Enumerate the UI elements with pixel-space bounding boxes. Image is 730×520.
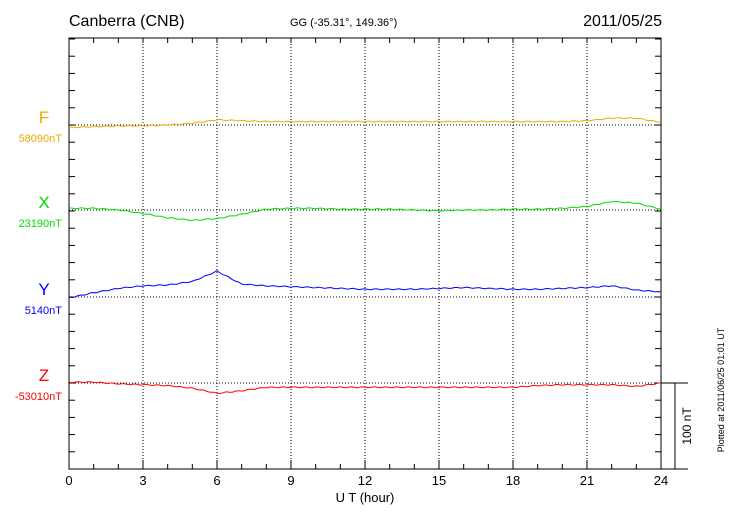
chart-subtitle: GG (-35.31°, 149.36°) — [290, 17, 397, 29]
x-tick-label: 3 — [139, 473, 146, 488]
x-tick-label: 9 — [287, 473, 294, 488]
x-axis-label: U T (hour) — [336, 490, 395, 505]
x-tick-label: 15 — [432, 473, 446, 488]
plotted-at-footer: Plotted at 2011/06/25 01:01 UT — [716, 327, 726, 452]
x-tick-label: 6 — [213, 473, 220, 488]
x-tick-label: 18 — [506, 473, 520, 488]
series-label-Y: Y — [38, 280, 49, 299]
series-line-Z — [68, 381, 661, 395]
series-line-Y — [68, 270, 662, 299]
baseline-value-Y: 5140nT — [25, 305, 63, 317]
series-line-F — [68, 117, 662, 129]
series-label-X: X — [38, 193, 49, 212]
scale-label: 100 nT — [680, 407, 694, 445]
x-tick-label: 24 — [654, 473, 668, 488]
baseline-value-Z: -53010nT — [15, 391, 62, 403]
x-tick-label: 12 — [358, 473, 372, 488]
baseline-value-X: 23190nT — [19, 218, 63, 230]
chart-title: Canberra (CNB) — [69, 13, 185, 30]
series-label-Z: Z — [39, 366, 49, 385]
chart-date: 2011/05/25 — [583, 13, 662, 30]
x-tick-label: 0 — [65, 473, 72, 488]
series-line-X — [68, 200, 662, 222]
series-label-F: F — [39, 108, 49, 127]
x-tick-label: 21 — [580, 473, 594, 488]
baseline-value-F: 58090nT — [19, 133, 63, 145]
